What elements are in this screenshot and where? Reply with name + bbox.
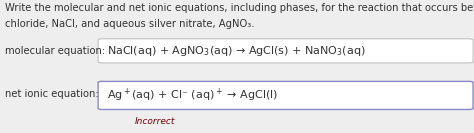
Text: chloride, NaCl, and aqueous silver nitrate, AgNO₃.: chloride, NaCl, and aqueous silver nitra… [5, 19, 254, 29]
FancyBboxPatch shape [98, 81, 473, 109]
FancyBboxPatch shape [98, 39, 473, 63]
Text: NaCl(aq) + AgNO$_3$(aq) → AgCl(s) + NaNO$_3$(aq): NaCl(aq) + AgNO$_3$(aq) → AgCl(s) + NaNO… [107, 43, 365, 58]
Text: molecular equation:: molecular equation: [5, 45, 105, 56]
Text: net ionic equation:: net ionic equation: [5, 89, 99, 99]
Text: Ag$^+$(aq) + Cl⁻ (aq)$^+$ → AgCl(l): Ag$^+$(aq) + Cl⁻ (aq)$^+$ → AgCl(l) [107, 86, 278, 104]
Text: Write the molecular and net ionic equations, including phases, for the reaction : Write the molecular and net ionic equati… [5, 3, 474, 13]
Text: Incorrect: Incorrect [135, 117, 175, 126]
